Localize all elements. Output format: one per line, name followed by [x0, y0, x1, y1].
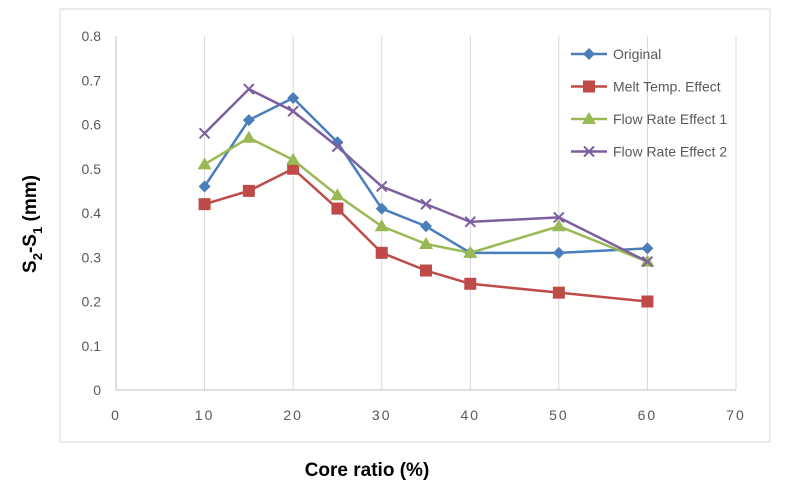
legend-marker	[583, 145, 595, 158]
legend-item: Melt Temp. Effect	[571, 79, 721, 95]
data-point	[464, 277, 477, 290]
legend: Original Melt Temp. Effect Flow Rate Effec…	[571, 46, 727, 160]
y-tick-label: 0.4	[82, 205, 102, 221]
data-point	[463, 245, 478, 258]
legend-item: Flow Rate Effect 2	[571, 144, 727, 160]
x-tick-label: 10	[195, 407, 215, 423]
legend-label: Flow Rate Effect 1	[613, 111, 727, 127]
data-point	[464, 216, 476, 228]
data-point	[242, 184, 255, 197]
series-3	[198, 83, 654, 268]
data-point	[376, 180, 388, 193]
y-axis-title-mid: -S	[20, 234, 41, 253]
axes	[115, 36, 736, 391]
y-tick-label: 0	[93, 382, 101, 398]
data-point	[419, 236, 433, 249]
data-point	[641, 255, 654, 268]
y-axis-title: S2-S1 (mm)	[20, 175, 45, 273]
tick-labels: 0 10 20 30 40 50 60 70 0 0.1 0.2 0.3 0.4 0.5 0.6 0.7 0.8	[82, 28, 746, 423]
data-point	[287, 105, 299, 117]
legend-item: Flow Rate Effect 1	[571, 111, 727, 127]
x-tick-label: 70	[726, 407, 746, 423]
data-point	[641, 295, 654, 308]
chart-area-border	[59, 8, 771, 443]
data-point	[243, 83, 255, 95]
data-point	[241, 130, 256, 143]
data-point	[374, 219, 389, 232]
y-tick-label: 0.8	[82, 28, 102, 44]
data-point	[198, 127, 211, 140]
y-tick-label: 0.6	[82, 117, 102, 133]
legend-marker	[583, 48, 595, 60]
data-point	[197, 157, 212, 170]
x-tick-label: 50	[549, 407, 569, 423]
data-point	[553, 211, 565, 224]
data-point	[551, 219, 566, 232]
series-0	[198, 91, 654, 259]
data-point	[552, 246, 565, 259]
data-point	[375, 202, 388, 215]
y-axis-title-base: S	[20, 260, 41, 273]
legend-label: Original	[613, 46, 661, 62]
x-axis-title: Core ratio (%)	[305, 460, 430, 481]
y-axis-title-tail: (mm)	[20, 175, 41, 227]
y-axis-title-sub2: 1	[30, 227, 45, 234]
data-point	[420, 220, 432, 233]
y-tick-label: 0.3	[82, 249, 102, 265]
data-point	[287, 91, 300, 104]
y-tick-label: 0.2	[82, 294, 102, 310]
data-point	[330, 188, 345, 201]
y-tick-label: 0.5	[82, 161, 102, 177]
y-tick-label: 0.7	[82, 72, 102, 88]
x-tick-label: 20	[283, 407, 303, 423]
data-point	[198, 180, 211, 193]
x-tick-label: 0	[111, 407, 121, 423]
data-point	[331, 202, 344, 215]
y-tick-label: 0.1	[82, 338, 102, 354]
data-point	[420, 264, 432, 277]
data-point	[641, 242, 654, 255]
data-point	[552, 286, 565, 299]
data-point	[198, 198, 211, 211]
legend-item: Original	[571, 46, 661, 62]
data-point	[287, 162, 300, 175]
legend-label: Melt Temp. Effect	[613, 79, 721, 95]
data-point	[242, 114, 255, 127]
legend-marker	[582, 112, 596, 124]
x-tick-label: 30	[372, 407, 392, 423]
x-tick-label: 40	[460, 407, 480, 423]
series-1	[198, 162, 654, 308]
data-point	[331, 140, 344, 153]
x-tick-label: 60	[638, 407, 658, 423]
y-axis-title-sub1: 2	[30, 253, 45, 260]
data-point	[286, 152, 301, 165]
data-point	[375, 246, 388, 259]
data-point	[420, 198, 432, 210]
legend-label: Flow Rate Effect 2	[613, 144, 727, 160]
series	[197, 83, 655, 308]
legend-marker	[583, 80, 595, 93]
